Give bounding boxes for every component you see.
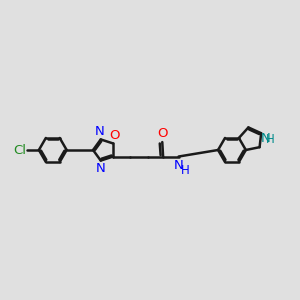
Text: N: N <box>95 125 104 138</box>
Text: O: O <box>157 127 167 140</box>
Text: O: O <box>109 129 119 142</box>
Text: H: H <box>181 164 189 177</box>
Text: N: N <box>261 132 271 145</box>
Text: N: N <box>96 162 106 175</box>
Text: H: H <box>266 133 274 146</box>
Text: Cl: Cl <box>14 143 27 157</box>
Text: N: N <box>174 159 184 172</box>
